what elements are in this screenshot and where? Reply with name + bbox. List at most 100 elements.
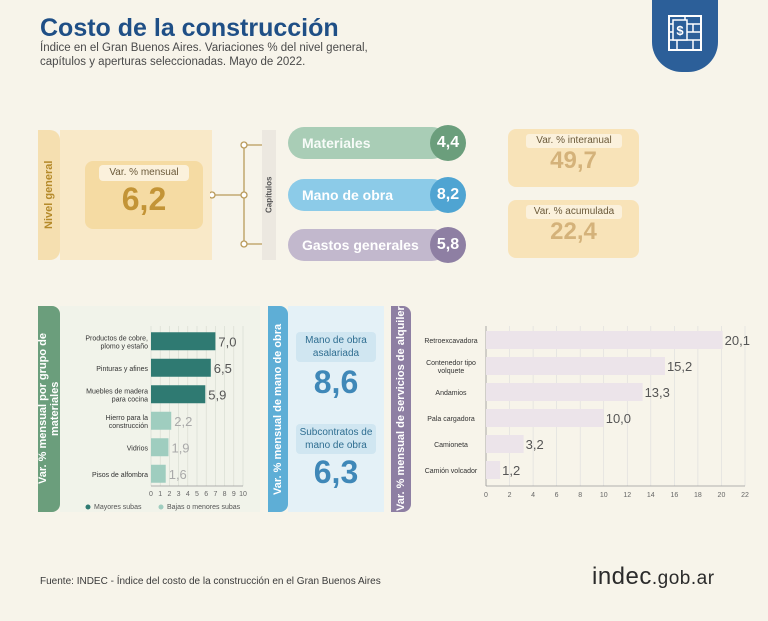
bar: [486, 383, 643, 401]
capitulo-mano-de-obra: Mano de obra: [288, 179, 448, 211]
connector-lines: [210, 141, 262, 248]
badge: $: [652, 0, 718, 72]
data-label: 20,1: [725, 333, 750, 348]
x-tick-label: 22: [741, 492, 749, 499]
logo-domain: .gob.ar: [651, 568, 715, 589]
acumulada-label: Var. % acumulada: [526, 205, 622, 219]
category-label: Pala cargadora: [427, 416, 475, 423]
x-tick-label: 4: [186, 491, 190, 498]
brick-price-icon: $: [668, 15, 702, 51]
nivel-general-card: Var. % mensual 6,2: [85, 161, 203, 229]
subtitle-line-1: Índice en el Gran Buenos Aires. Variacio…: [40, 42, 368, 54]
bar: [151, 385, 206, 404]
category-label: para cocina: [112, 396, 148, 403]
x-tick-label: 0: [484, 492, 488, 499]
interanual-card: Var. % interanual 49,7: [508, 129, 639, 187]
bar: [486, 409, 604, 427]
nivel-general-card-label: Var. % mensual: [99, 165, 189, 181]
bar: [151, 464, 166, 483]
subcontratos-value: 6,3: [313, 454, 359, 490]
bar: [486, 357, 665, 375]
data-label: 2,2: [174, 414, 192, 429]
category-label: Hierro para la: [106, 415, 149, 422]
x-tick-label: 10: [600, 492, 608, 499]
x-tick-label: 8: [223, 491, 227, 498]
materiales-side-label: Var. % mensual por grupo de materiales: [37, 306, 61, 512]
svg-text:$: $: [676, 23, 684, 38]
x-tick-label: 18: [694, 492, 702, 499]
x-tick-label: 7: [213, 491, 217, 498]
mano-obra-side-label: Var. % mensual de mano de obra: [268, 306, 288, 512]
category-label: Camioneta: [434, 442, 468, 449]
data-label: 1,2: [502, 463, 520, 478]
legend-label: Mayores subas: [94, 504, 142, 511]
logo-main: indec: [592, 563, 652, 590]
category-label: volquete: [438, 368, 465, 375]
data-label: 7,0: [218, 334, 236, 349]
x-tick-label: 3: [177, 491, 181, 498]
x-tick-label: 4: [531, 492, 535, 499]
alquiler-chart: 0 2 4 6 8 10 12 14 16 18 20 22 Retroexcavadora 20,1 Co…: [424, 326, 750, 499]
capitulo-name: Mano de obra: [302, 187, 394, 203]
x-tick-label: 2: [508, 492, 512, 499]
bar: [486, 435, 524, 453]
interanual-value: 49,7: [550, 147, 597, 174]
x-tick-label: 6: [204, 491, 208, 498]
bar: [486, 461, 501, 479]
category-label: Vidrios: [127, 445, 149, 452]
category-label: Retroexcavadora: [424, 338, 477, 345]
nivel-general-label: Nivel general: [38, 130, 60, 260]
asalariada-label: Mano de obra asalariada: [296, 332, 376, 362]
x-tick-label: 16: [670, 492, 678, 499]
capitulos-label: Capítulos: [264, 176, 274, 214]
legend-label: Bajas o menores subas: [167, 504, 241, 511]
x-tick-label: 9: [232, 491, 236, 498]
data-label: 10,0: [606, 411, 631, 426]
data-label: 1,9: [171, 440, 189, 455]
category-label: Camión volcador: [425, 468, 478, 475]
capitulo-value-circle: 4,4: [430, 125, 466, 161]
alquiler-side-label: Var. % mensual de servicios de alquiler: [391, 306, 411, 512]
acumulada-card: Var. % acumulada 22,4: [508, 200, 639, 258]
legend-marker: [85, 504, 91, 510]
subcontratos-label: Subcontratos de mano de obra: [296, 424, 376, 454]
x-tick-label: 14: [647, 492, 655, 499]
x-tick-label: 1: [158, 491, 162, 498]
data-label: 13,3: [645, 385, 670, 400]
nivel-general-value: 6,2: [121, 181, 167, 217]
category-label: Pisos de alfombra: [92, 472, 148, 479]
x-tick-label: 8: [578, 492, 582, 499]
x-tick-label: 12: [623, 492, 631, 499]
capitulo-name: Materiales: [302, 135, 371, 151]
x-tick-label: 2: [167, 491, 171, 498]
capitulos-strip: Capítulos: [262, 130, 276, 260]
page-title: Costo de la construcción: [40, 14, 339, 42]
capitulo-value-circle: 8,2: [430, 177, 466, 213]
category-label: plomo y estaño: [101, 343, 149, 350]
capitulo-materiales: Materiales: [288, 127, 448, 159]
category-label: Pinturas y afines: [96, 366, 148, 373]
x-tick-label: 20: [718, 492, 726, 499]
data-label: 6,5: [214, 361, 232, 376]
materiales-chart: 0 1 2 3 4 5 6 7 8 9 10 Productos de cobre,plomo y e…: [85, 326, 247, 511]
bar: [151, 411, 172, 430]
category-label: Muebles de madera: [86, 388, 148, 395]
category-label: Productos de cobre,: [85, 335, 148, 342]
bar: [151, 332, 216, 351]
data-label: 3,2: [526, 437, 544, 452]
x-tick-label: 5: [195, 491, 199, 498]
category-label: Andamios: [435, 390, 467, 397]
interanual-label: Var. % interanual: [526, 134, 622, 148]
subtitle-line-2: capítulos y aperturas seleccionadas. May…: [40, 56, 306, 68]
x-tick-label: 10: [239, 491, 247, 498]
capitulo-name: Gastos generales: [302, 237, 419, 253]
data-label: 5,9: [208, 387, 226, 402]
data-label: 1,6: [169, 467, 187, 482]
asalariada-value: 8,6: [313, 364, 359, 400]
capitulo-value-circle: 5,8: [430, 227, 466, 263]
category-label: Contenedor tipo: [426, 360, 476, 367]
x-tick-label: 6: [555, 492, 559, 499]
bar: [151, 358, 211, 377]
source-note: Fuente: INDEC - Índice del costo de la c…: [40, 576, 381, 587]
data-label: 15,2: [667, 359, 692, 374]
